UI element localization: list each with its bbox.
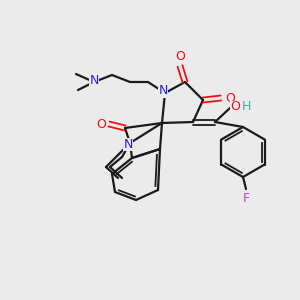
Text: O: O — [225, 92, 235, 104]
Text: F: F — [242, 191, 250, 205]
Text: O: O — [96, 118, 106, 130]
Text: N: N — [158, 85, 168, 98]
Text: O: O — [175, 50, 185, 64]
Text: N: N — [123, 137, 133, 151]
Text: H: H — [241, 100, 251, 113]
Text: N: N — [89, 74, 99, 88]
Text: O: O — [230, 100, 240, 113]
